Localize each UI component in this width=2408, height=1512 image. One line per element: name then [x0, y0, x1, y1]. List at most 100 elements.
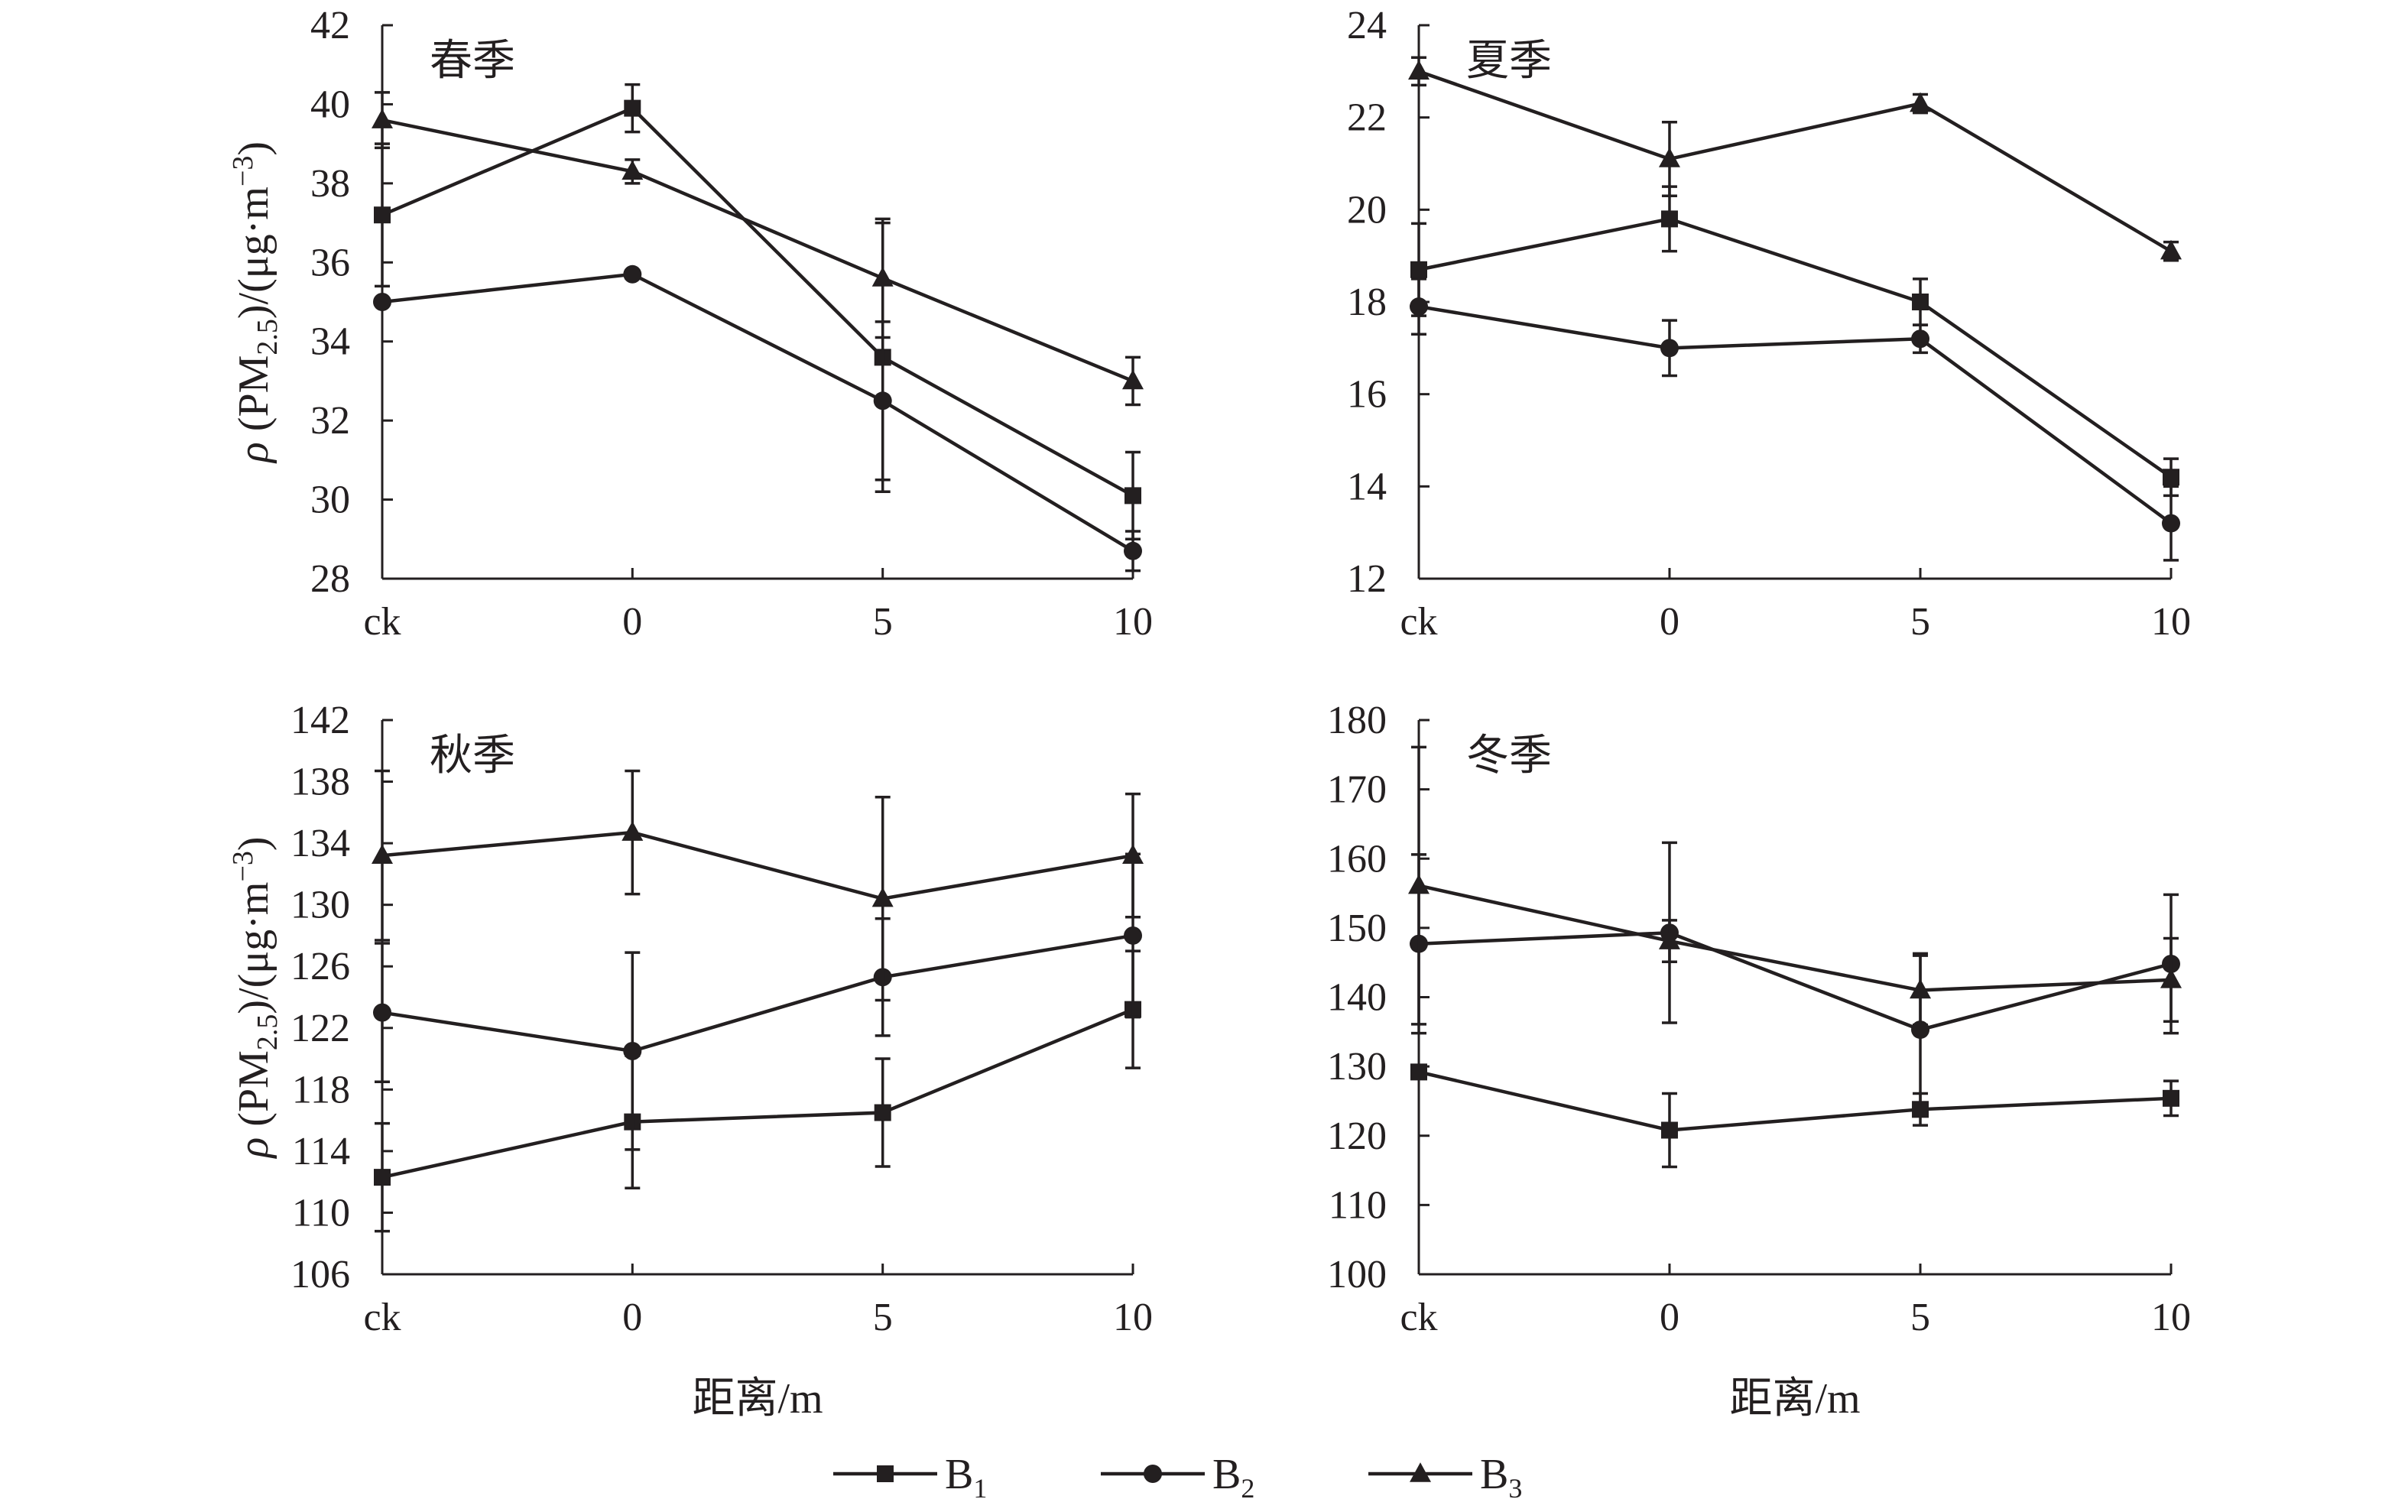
- legend-item-2: B2: [1101, 1451, 1254, 1504]
- y-tick-label: 20: [1347, 188, 1387, 232]
- y-axis-title-symbol: ρ: [230, 442, 277, 464]
- x-tick-label: 0: [622, 1296, 642, 1339]
- legend-label: B2: [1212, 1451, 1254, 1504]
- data-point: [373, 1003, 391, 1022]
- y-tick-label: 110: [1329, 1183, 1387, 1227]
- data-point: [1912, 294, 1929, 310]
- data-point: [2160, 239, 2182, 260]
- series-B3: [372, 769, 1144, 1002]
- data-point: [1911, 329, 1930, 349]
- series-B2: [1410, 841, 2180, 1108]
- y-tick-label: 120: [1327, 1115, 1387, 1158]
- data-point: [372, 109, 393, 128]
- y-tick-label: 118: [292, 1068, 350, 1111]
- x-tick-label: 5: [1910, 1296, 1930, 1339]
- legend-marker: [877, 1465, 894, 1482]
- y-axis-title-text: (PM: [230, 1050, 277, 1137]
- data-point: [373, 293, 391, 311]
- series-line: [1418, 930, 2172, 1032]
- y-tick-label: 28: [310, 557, 350, 601]
- series-line: [1418, 70, 2173, 253]
- y-tick-label: 138: [290, 761, 350, 804]
- data-point: [1410, 297, 1428, 316]
- series-line: [1418, 1070, 2172, 1132]
- data-point: [2162, 514, 2180, 533]
- data-point: [372, 844, 393, 865]
- x-tick-label: ck: [1400, 1296, 1437, 1339]
- y-tick-label: 18: [1347, 281, 1387, 324]
- y-tick-label: 134: [290, 822, 350, 865]
- data-point: [1122, 844, 1144, 865]
- series-B1: [1410, 1063, 2179, 1169]
- y-axis-title-text: ): [230, 141, 277, 156]
- x-tick-label: 5: [1910, 600, 1930, 644]
- y-tick-label: 140: [1327, 976, 1387, 1020]
- y-axis-title-subscript: 2.5: [252, 319, 284, 355]
- x-tick-label: 5: [873, 600, 893, 644]
- series-line: [1418, 304, 2173, 525]
- y-tick-label: 122: [290, 1007, 350, 1050]
- series-line: [1418, 884, 2172, 992]
- data-point: [1124, 541, 1142, 560]
- y-tick-label: 160: [1327, 837, 1387, 881]
- x-tick-label: 10: [2151, 600, 2191, 644]
- x-tick-label: ck: [1400, 600, 1437, 644]
- data-point: [1408, 874, 1430, 894]
- x-tick-label: 10: [1113, 600, 1153, 644]
- x-tick-label: 0: [1660, 1296, 1679, 1339]
- x-axis-title: 距离/m: [692, 1375, 823, 1423]
- y-tick-label: 36: [310, 241, 350, 284]
- y-tick-label: 100: [1327, 1253, 1387, 1296]
- legend-label-subscript: 2: [1241, 1473, 1254, 1504]
- x-tick-label: ck: [363, 600, 401, 644]
- x-tick-label: 0: [1660, 600, 1679, 644]
- data-point: [873, 391, 892, 410]
- legend-marker: [1410, 1462, 1431, 1482]
- data-point: [874, 1104, 891, 1121]
- data-point: [1410, 261, 1427, 278]
- data-point: [1660, 210, 1678, 228]
- y-axis-title-superscript: −3: [227, 156, 259, 187]
- x-tick-label: 5: [873, 1296, 893, 1339]
- panel-title: 秋季: [430, 732, 515, 780]
- series-line: [381, 830, 1134, 900]
- y-tick-label: 34: [310, 320, 350, 364]
- data-point: [1124, 926, 1142, 945]
- series-line: [381, 1007, 1134, 1179]
- y-tick-label: 32: [310, 399, 350, 443]
- y-tick-label: 150: [1327, 907, 1387, 950]
- x-tick-label: 10: [1113, 1296, 1153, 1339]
- y-axis-title-symbol: ρ: [230, 1137, 277, 1160]
- series-line: [381, 105, 1134, 498]
- y-axis-title-superscript: −3: [227, 851, 259, 881]
- y-tick-label: 110: [292, 1191, 350, 1235]
- y-tick-label: 38: [310, 162, 350, 206]
- y-axis-title-text: )/(μg·m: [230, 882, 277, 1014]
- data-point: [2160, 968, 2182, 988]
- y-axis-title-text: )/(μg·m: [230, 187, 277, 319]
- data-point: [623, 1041, 642, 1060]
- y-tick-label: 30: [310, 479, 350, 522]
- data-point: [1410, 1063, 1427, 1081]
- series-B1: [1410, 185, 2179, 498]
- series-B2: [373, 852, 1142, 1151]
- series-line: [381, 933, 1134, 1053]
- y-axis-title: ρ (PM2.5)/(μg·m−3): [227, 141, 284, 464]
- data-point: [1910, 978, 1932, 999]
- y-tick-label: 42: [310, 4, 350, 47]
- series-line: [381, 272, 1134, 553]
- data-point: [1408, 60, 1430, 80]
- legend-label: B1: [945, 1451, 987, 1504]
- legend-label-subscript: 3: [1508, 1473, 1522, 1504]
- x-tick-label: ck: [363, 1296, 401, 1339]
- data-point: [1660, 1121, 1678, 1139]
- series-line: [381, 118, 1134, 383]
- y-axis-title-text: (PM: [230, 355, 277, 443]
- legend-label-main: B: [945, 1451, 973, 1498]
- series-B2: [1410, 277, 2180, 562]
- y-tick-label: 40: [310, 83, 350, 126]
- y-tick-label: 142: [290, 699, 350, 742]
- y-tick-label: 130: [290, 884, 350, 927]
